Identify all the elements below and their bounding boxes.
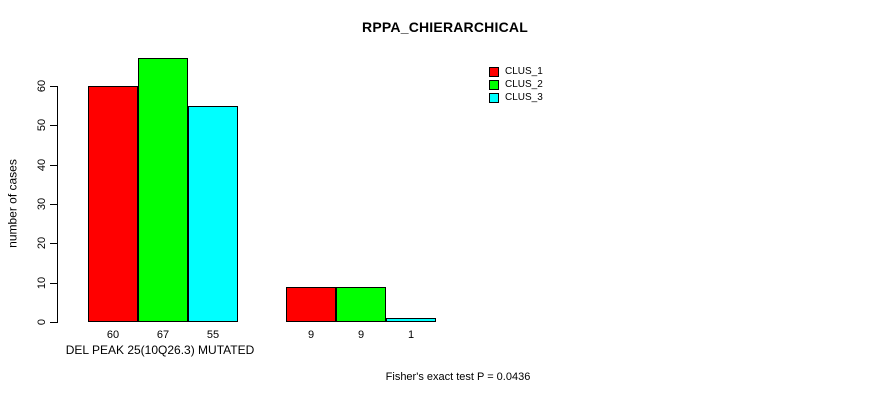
bar-value-label: 55 <box>206 329 220 341</box>
bar-value-label: 67 <box>156 329 170 341</box>
bar-clus_2-group2 <box>336 287 386 322</box>
legend-label-clus-1: CLUS_1 <box>505 66 543 77</box>
y-axis-tick <box>50 283 57 284</box>
y-axis-label: number of cases <box>5 159 20 248</box>
y-axis-tick <box>50 243 57 244</box>
bar-value-label: 9 <box>307 329 315 341</box>
legend-swatch-clus-2-icon <box>489 79 499 90</box>
y-axis-tick-label: 10 <box>36 276 48 290</box>
y-axis-tick <box>50 165 57 166</box>
legend-label-clus-2: CLUS_2 <box>505 79 543 90</box>
y-axis-tick-label: 40 <box>36 158 48 172</box>
y-axis-line <box>57 86 58 323</box>
bar-clus_1-group2 <box>286 287 336 322</box>
y-axis-tick <box>50 125 57 126</box>
y-axis-tick <box>50 204 57 205</box>
bar-clus_2-group1 <box>138 58 188 322</box>
y-axis-tick-label: 0 <box>36 318 48 326</box>
legend-swatch-clus-3-icon <box>489 92 499 103</box>
legend-label-clus-3: CLUS_3 <box>505 92 543 103</box>
legend: CLUS_1 CLUS_2 CLUS_3 <box>489 65 543 104</box>
bar-value-label: 1 <box>407 329 415 341</box>
bar-clus_3-group2 <box>386 318 436 322</box>
chart-title: RPPA_CHIERARCHICAL <box>362 19 528 35</box>
legend-item-clus-1: CLUS_1 <box>489 65 543 78</box>
bar-value-label: 60 <box>106 329 120 341</box>
x-group-label: DEL PEAK 25(10Q26.3) MUTATED <box>65 343 255 357</box>
bar-clus_1-group1 <box>88 86 138 322</box>
y-axis-tick <box>50 86 57 87</box>
y-axis-tick-label: 20 <box>36 236 48 250</box>
bar-value-label: 9 <box>357 329 365 341</box>
legend-item-clus-3: CLUS_3 <box>489 91 543 104</box>
legend-swatch-clus-1-icon <box>489 66 499 77</box>
y-axis-tick-label: 50 <box>36 118 48 132</box>
y-axis-tick <box>50 322 57 323</box>
bar-clus_3-group1 <box>188 106 238 322</box>
y-axis-tick-label: 30 <box>36 197 48 211</box>
legend-item-clus-2: CLUS_2 <box>489 78 543 91</box>
y-axis-tick-label: 60 <box>36 79 48 93</box>
fisher-test-annotation: Fisher's exact test P = 0.0436 <box>385 371 531 383</box>
